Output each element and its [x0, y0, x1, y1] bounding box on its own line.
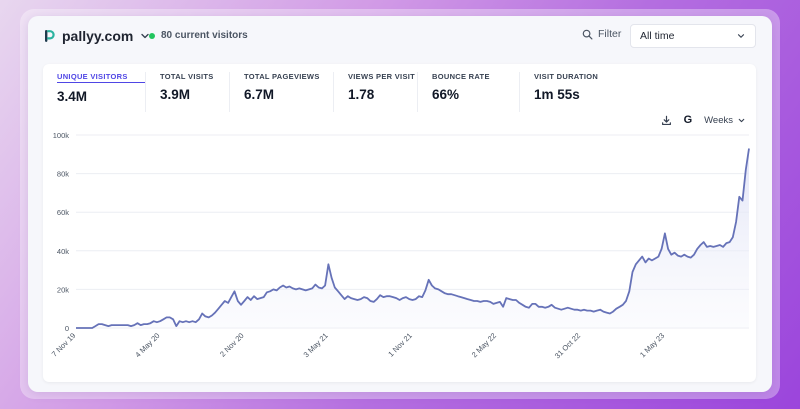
y-tick-label: 40k	[57, 247, 69, 256]
stats-bar: UNIQUE VISITORS 3.4M TOTAL VISITS 3.9M T…	[43, 72, 756, 112]
y-tick-label: 60k	[57, 208, 69, 217]
x-tick-label: 4 May 20	[133, 331, 161, 359]
stat-value: 3.9M	[160, 87, 191, 102]
chart-toolbar: G Weeks	[661, 114, 746, 126]
current-visitors[interactable]: 80 current visitors	[149, 30, 248, 41]
stat-unique-visitors[interactable]: UNIQUE VISITORS 3.4M	[43, 72, 145, 112]
x-tick-label: 7 Nov 19	[50, 331, 78, 359]
filter-button[interactable]: Filter	[582, 28, 621, 40]
stat-label: VISIT DURATION	[534, 72, 599, 81]
download-button[interactable]	[661, 115, 672, 126]
site-switcher[interactable]: pallyy.com	[42, 28, 151, 44]
site-logo-icon	[45, 30, 55, 42]
chevron-down-icon	[737, 34, 745, 38]
stat-label: VIEWS PER VISIT	[348, 72, 416, 81]
stat-views-per-visit[interactable]: VIEWS PER VISIT 1.78	[333, 72, 417, 112]
y-tick-label: 80k	[57, 170, 69, 179]
y-tick-label: 20k	[57, 285, 69, 294]
interval-select[interactable]: Weeks	[704, 115, 746, 126]
x-tick-label: 3 May 21	[302, 331, 330, 359]
visitors-line	[76, 148, 750, 329]
y-tick-label: 0	[65, 324, 69, 333]
visitors-area	[76, 148, 749, 328]
date-range-select[interactable]: All time	[630, 24, 756, 48]
google-icon: G	[683, 114, 693, 126]
live-indicator-icon	[149, 32, 155, 39]
download-icon	[661, 115, 671, 125]
stat-label: UNIQUE VISITORS	[57, 72, 145, 83]
filter-label: Filter	[598, 28, 622, 40]
stat-bounce-rate[interactable]: BOUNCE RATE 66%	[417, 72, 519, 112]
stat-label: TOTAL PAGEVIEWS	[244, 72, 320, 81]
stat-total-visits[interactable]: TOTAL VISITS 3.9M	[145, 72, 229, 112]
date-range-value: All time	[640, 30, 675, 42]
stat-visit-duration[interactable]: VISIT DURATION 1m 55s	[519, 72, 629, 112]
x-tick-label: 2 May 22	[470, 331, 498, 359]
stat-value: 6.7M	[244, 87, 275, 102]
stat-value: 1.78	[348, 87, 375, 102]
dashboard-header: pallyy.com 80 current visitors Filter Al…	[28, 16, 772, 60]
current-visitors-label: 80 current visitors	[161, 30, 248, 41]
stat-value: 66%	[432, 87, 460, 102]
stat-label: TOTAL VISITS	[160, 72, 214, 81]
stat-label: BOUNCE RATE	[432, 72, 490, 81]
search-icon	[582, 29, 593, 39]
visitors-chart: 0 20k 40k 60k 80k 100k 7 Nov 19 4 May 20 2 Nov 2…	[43, 64, 750, 360]
chevron-down-icon	[141, 33, 150, 39]
stat-total-pageviews[interactable]: TOTAL PAGEVIEWS 6.7M	[229, 72, 333, 112]
stat-value: 3.4M	[57, 89, 88, 104]
x-tick-label: 31 Oct 22	[553, 331, 582, 360]
analytics-dashboard: pallyy.com 80 current visitors Filter Al…	[28, 16, 772, 392]
google-search-console-button[interactable]: G	[684, 114, 693, 126]
chevron-down-icon	[738, 118, 745, 122]
x-tick-label: 1 May 23	[638, 331, 666, 359]
stat-value: 1m 55s	[534, 87, 580, 102]
x-tick-label: 1 Nov 21	[386, 331, 414, 359]
interval-label: Weeks	[704, 114, 733, 126]
site-name: pallyy.com	[62, 28, 134, 44]
y-tick-label: 100k	[53, 131, 70, 140]
main-chart-card: UNIQUE VISITORS 3.4M TOTAL VISITS 3.9M T…	[43, 64, 756, 382]
x-tick-label: 2 Nov 20	[218, 331, 246, 359]
